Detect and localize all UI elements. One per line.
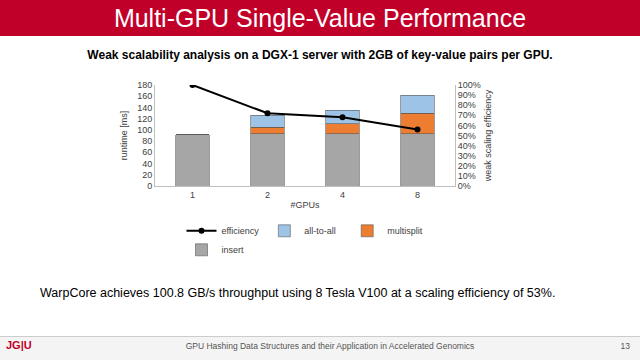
svg-text:80: 80 <box>142 136 152 146</box>
svg-text:40%: 40% <box>458 141 476 151</box>
svg-text:60%: 60% <box>458 121 476 131</box>
svg-text:multisplit: multisplit <box>387 226 423 236</box>
svg-text:weak scaling efficiency: weak scaling efficiency <box>483 89 493 182</box>
svg-text:8: 8 <box>415 190 420 200</box>
svg-text:#GPUs: #GPUs <box>290 200 320 210</box>
html-text:WarpCore achieves 100.8 GB/s t: WarpCore achieves 100.8 GB/s throughput … <box>40 286 556 300</box>
svg-text:0%: 0% <box>458 181 471 191</box>
svg-text:40: 40 <box>142 159 152 169</box>
svg-text:insert: insert <box>222 245 245 255</box>
svg-text:runtime [ms]: runtime [ms] <box>119 111 129 161</box>
svg-text:10%: 10% <box>458 171 476 181</box>
svg-text:120: 120 <box>137 114 152 124</box>
svg-text:100%: 100% <box>458 80 481 90</box>
svg-text:70%: 70% <box>458 110 476 120</box>
html-text:Weak scalability analysis on a: Weak scalability analysis on a DGX-1 ser… <box>87 48 553 62</box>
svg-text:all-to-all: all-to-all <box>304 226 336 236</box>
html-text:13: 13 <box>620 341 630 351</box>
svg-text:140: 140 <box>137 103 152 113</box>
svg-text:20: 20 <box>142 170 152 180</box>
svg-text:30%: 30% <box>458 151 476 161</box>
svg-text:50%: 50% <box>458 131 476 141</box>
svg-text:90%: 90% <box>458 90 476 100</box>
svg-text:4: 4 <box>340 190 345 200</box>
svg-text:2: 2 <box>265 190 270 200</box>
html-text:GPU Hashing Data Structures an: GPU Hashing Data Structures and their Ap… <box>185 341 475 351</box>
svg-text:80%: 80% <box>458 100 476 110</box>
svg-text:20%: 20% <box>458 161 476 171</box>
svg-text:100: 100 <box>137 125 152 135</box>
html-text:JG|U: JG|U <box>6 339 32 351</box>
svg-text:60: 60 <box>142 147 152 157</box>
svg-text:efficiency: efficiency <box>222 226 260 236</box>
svg-text:0: 0 <box>147 181 152 191</box>
html-text:Multi-GPU Single-Value Perform: Multi-GPU Single-Value Performance <box>113 4 527 32</box>
svg-text:180: 180 <box>137 80 152 90</box>
svg-text:1: 1 <box>190 190 195 200</box>
svg-text:160: 160 <box>137 91 152 101</box>
